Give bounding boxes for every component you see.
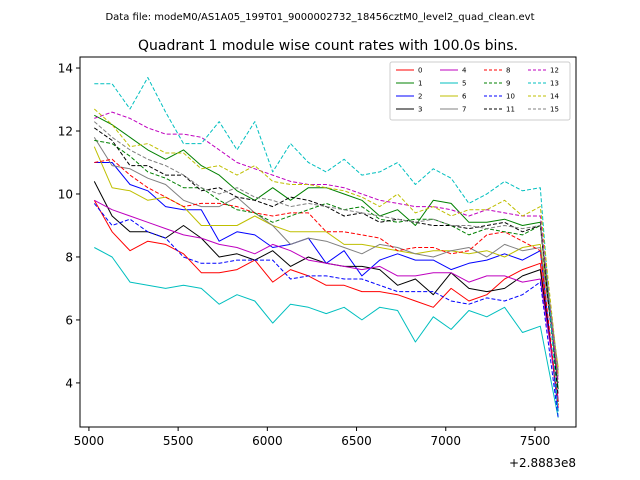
y-tick-label: 14 xyxy=(58,62,73,76)
series-line-12 xyxy=(94,111,559,383)
series-line-15 xyxy=(93,121,559,371)
x-tick-label: 5000 xyxy=(74,434,105,448)
series-line-14 xyxy=(93,108,559,374)
series-line-9 xyxy=(94,139,559,383)
legend-label-3: 3 xyxy=(418,106,422,114)
legend-label-14: 14 xyxy=(550,93,559,101)
x-tick-label: 6500 xyxy=(341,434,372,448)
x-tick-label: 7000 xyxy=(430,434,461,448)
legend-label-5: 5 xyxy=(462,80,466,88)
series-line-2 xyxy=(94,162,559,412)
chart-title: Quadrant 1 module wise count rates with … xyxy=(138,38,518,54)
series-line-6 xyxy=(93,146,559,368)
legend-label-4: 4 xyxy=(462,67,467,75)
legend-label-13: 13 xyxy=(550,80,559,88)
x-offset-label: +2.8883e8 xyxy=(509,456,576,470)
legend-label-9: 9 xyxy=(506,80,510,88)
legend-label-11: 11 xyxy=(506,106,515,114)
y-tick-label: 8 xyxy=(65,250,73,264)
legend-label-10: 10 xyxy=(506,93,515,101)
legend-label-0: 0 xyxy=(418,67,422,75)
series-line-4 xyxy=(94,199,559,399)
legend-label-8: 8 xyxy=(506,67,510,75)
series-line-11 xyxy=(94,127,559,396)
legend-label-12: 12 xyxy=(550,67,559,75)
legend-box xyxy=(389,61,571,121)
series-line-3 xyxy=(93,181,559,402)
x-tick-label: 6000 xyxy=(252,434,283,448)
x-tick-label: 5500 xyxy=(163,434,194,448)
y-tick-label: 4 xyxy=(65,376,73,390)
chart-suptitle: Data file: modeM0/AS1A05_199T01_90000027… xyxy=(105,12,534,23)
y-tick-label: 6 xyxy=(65,313,73,327)
legend-label-15: 15 xyxy=(550,106,559,114)
series-line-5 xyxy=(94,247,559,418)
series-line-0 xyxy=(93,200,559,409)
plot-frame xyxy=(79,56,577,428)
legend-label-7: 7 xyxy=(462,106,466,114)
series-line-10 xyxy=(93,203,559,418)
legend-label-6: 6 xyxy=(462,93,467,101)
x-tick-label: 7500 xyxy=(520,434,551,448)
series-layer xyxy=(93,77,559,418)
series-line-8 xyxy=(94,158,559,406)
legend-label-2: 2 xyxy=(418,93,422,101)
series-line-7 xyxy=(93,137,559,377)
series-line-1 xyxy=(94,114,559,390)
series-line-13 xyxy=(94,77,559,415)
legend-label-1: 1 xyxy=(418,80,422,88)
y-tick-label: 10 xyxy=(58,187,73,201)
y-tick-label: 12 xyxy=(58,125,73,139)
